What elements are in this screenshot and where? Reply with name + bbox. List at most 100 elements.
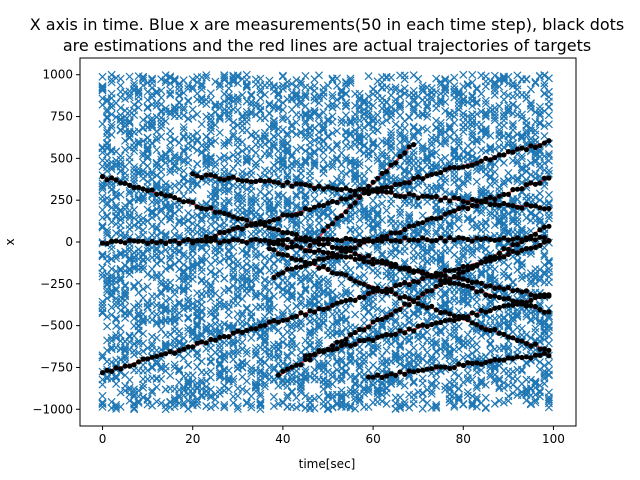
measurement-marker [468,146,477,155]
measurement-marker [98,192,107,201]
measurement-marker [166,167,175,177]
measurement-marker [387,113,396,122]
measurement-marker [409,399,418,409]
measurement-marker [152,249,161,258]
measurement-marker [139,284,148,294]
measurement-marker [125,197,134,206]
measurement-marker [130,205,139,214]
measurement-marker [112,294,121,303]
measurement-marker [103,129,112,138]
measurement-marker [170,363,179,372]
measurement-marker [130,346,139,355]
measurement-marker [98,85,107,94]
measurement-marker [161,264,170,273]
measurement-marker [179,111,188,120]
measurement-marker [170,77,179,86]
measurement-marker [233,391,242,400]
measurement-marker [143,152,152,161]
measurement-marker [170,290,179,299]
measurement-marker [247,170,256,180]
measurement-marker [522,162,531,171]
measurement-marker [283,303,292,312]
measurement-marker [130,79,139,88]
measurement-marker [224,261,233,270]
measurement-marker [256,93,265,102]
measurement-marker [143,254,152,264]
measurement-marker [238,338,247,347]
measurement-marker [121,169,130,178]
measurement-marker [161,304,170,313]
measurement-marker [157,113,166,122]
measurement-marker [152,136,161,145]
measurement-marker [463,176,472,185]
measurement-marker [184,96,193,105]
measurement-marker [98,297,107,306]
measurement-marker [112,400,121,409]
measurement-marker [504,392,513,401]
measurement-marker [193,135,202,144]
measurement-marker [116,264,125,273]
measurement-marker [103,346,112,355]
measurement-marker [148,120,157,129]
measurement-marker [143,161,152,171]
measurement-marker [125,189,134,198]
measurement-marker [139,256,148,265]
measurement-marker [319,169,328,178]
measurement-marker [107,345,116,354]
measurement-marker [134,326,143,335]
measurement-marker [148,265,157,274]
measurement-marker [179,76,188,85]
measurement-marker [396,92,405,101]
measurement-marker [247,91,256,100]
measurement-marker [148,309,157,318]
measurement-marker [517,324,526,333]
measurement-marker [369,101,378,110]
measurement-marker [184,360,193,370]
measurement-marker [98,375,107,384]
measurement-marker [121,289,130,298]
measurement-marker [229,264,238,273]
measurement-marker [310,404,319,413]
measurement-marker [130,281,139,290]
measurement-marker [143,154,152,163]
measurement-marker [202,248,211,257]
measurement-marker [148,90,157,99]
measurement-marker [121,292,130,301]
measurement-marker [278,71,287,80]
measurement-marker [121,145,130,154]
measurement-marker [161,104,170,113]
measurement-marker [513,217,522,226]
measurement-marker [130,176,139,185]
measurement-marker [134,337,143,346]
measurement-marker [152,310,161,319]
measurement-marker [373,266,382,275]
measurement-marker [481,403,490,412]
measurement-marker [364,72,373,81]
measurement-marker [103,211,112,220]
measurement-marker [152,319,161,328]
measurement-marker [472,177,481,186]
measurement-marker [323,358,333,367]
measurement-marker [341,260,351,269]
measurement-marker [98,250,107,259]
measurement-marker [544,74,553,83]
measurement-marker [242,70,251,79]
measurement-marker [409,377,418,386]
measurement-marker [157,123,166,132]
measurement-marker [98,263,107,272]
measurement-marker [481,225,490,234]
measurement-marker [161,343,170,352]
measurement-marker [387,73,396,82]
measurement-marker [531,130,540,139]
measurement-marker [148,100,157,109]
measurement-marker [166,89,175,98]
measurement-marker [134,139,143,149]
measurement-marker [269,392,278,401]
measurement-marker [112,315,121,324]
measurement-marker [139,249,148,258]
measurement-marker [161,154,170,163]
measurement-marker [134,386,143,395]
measurement-marker [490,265,499,274]
measurement-marker [98,83,107,92]
measurement-marker [193,353,202,363]
